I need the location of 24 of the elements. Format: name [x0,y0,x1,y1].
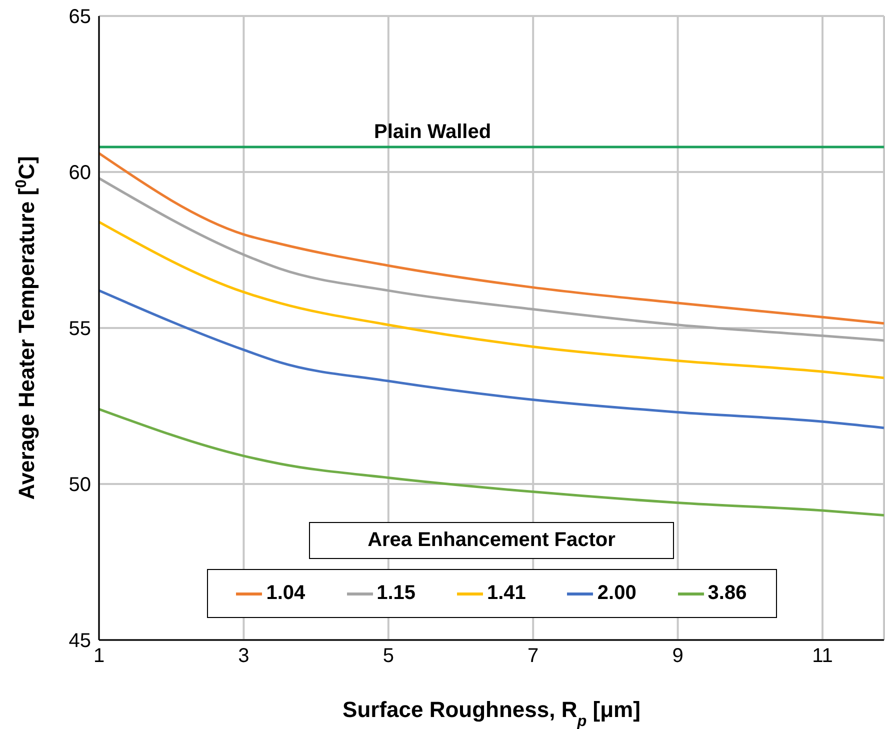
line-series [99,176,884,342]
legend-label: 2.00 [596,582,636,605]
legend-label: 3.86 [706,582,747,605]
legend-label: 1.15 [376,582,416,605]
legend-label: 1.04 [265,582,306,605]
ref-line-label: Plain Walled [374,121,492,144]
y-tick-label: 45 [68,630,91,652]
x-tick-label: 11 [812,645,833,668]
x-tick-label: 9 [672,645,684,668]
y-tick-label: 60 [68,162,91,184]
x-axis-title: Surface Roughness, R$_{p}$ [μm] [342,697,640,729]
legend-title-frame: Area Enhancement Factor [309,522,674,559]
y-tick-label: 50 [68,474,91,496]
x-tick-label: 1 [93,645,105,668]
x-tick-label: 7 [528,645,539,668]
x-tick-label: 3 [238,645,250,668]
line-series [99,408,884,516]
line-series [99,152,884,325]
y-tick-label: 65 [68,6,91,28]
line-series [99,289,884,430]
line-series [99,220,884,380]
y-tick-label: 55 [68,318,91,340]
x-tick-label: 5 [382,645,394,668]
legend-label: 1.41 [486,582,526,605]
